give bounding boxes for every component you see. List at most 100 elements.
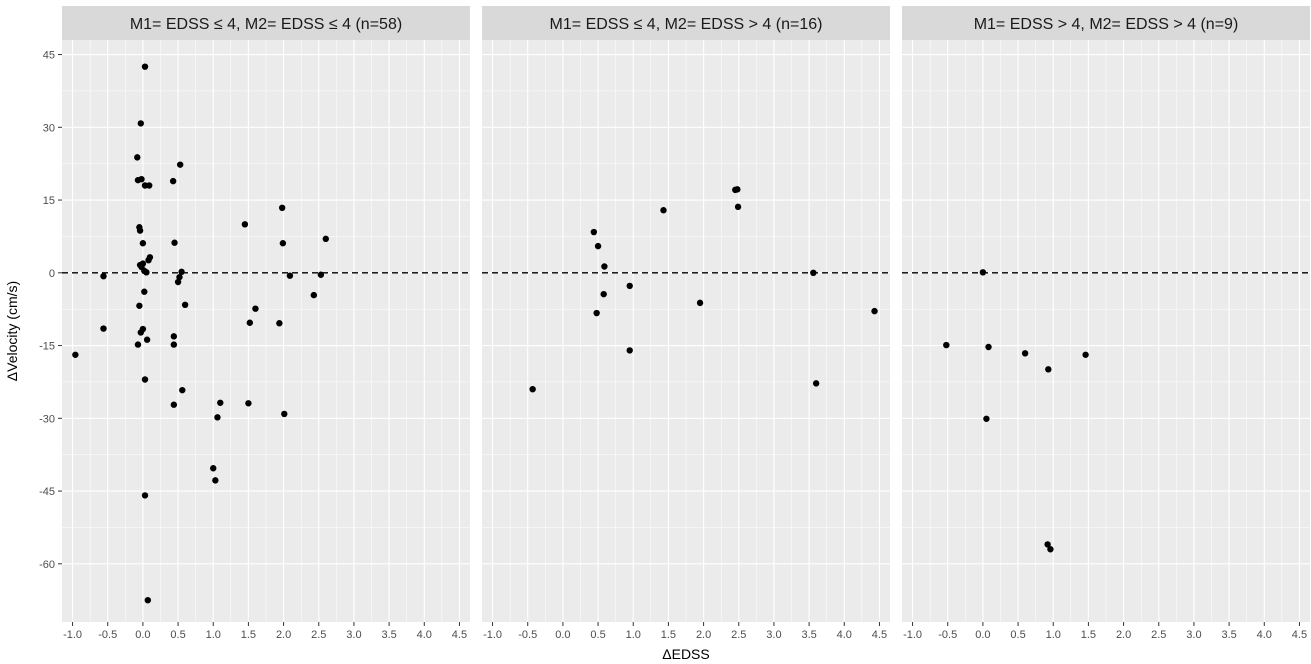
x-tick-label: 3.5 bbox=[381, 629, 396, 641]
x-tick-label: 3.0 bbox=[346, 629, 361, 641]
data-point bbox=[100, 325, 107, 332]
y-tick-label: 30 bbox=[43, 122, 55, 134]
facet-strip bbox=[902, 6, 1310, 40]
x-tick-label: 2.0 bbox=[276, 629, 291, 641]
data-point bbox=[1021, 350, 1029, 357]
y-tick-label: 45 bbox=[43, 50, 55, 62]
data-point bbox=[1044, 541, 1051, 548]
data-point bbox=[136, 227, 144, 234]
data-point bbox=[139, 240, 147, 247]
data-point bbox=[214, 414, 221, 421]
data-point bbox=[812, 380, 820, 387]
facet-panel-3: M1= EDSS > 4, M2= EDSS > 4 (n=9) -1.0 -0.5… bbox=[902, 6, 1310, 641]
x-tick-label: -0.5 bbox=[938, 629, 957, 641]
y-axis: 45 30 15 0 -15 -30 -45 -60 bbox=[39, 50, 62, 571]
data-point bbox=[210, 465, 217, 472]
facet-strip bbox=[62, 6, 470, 40]
data-point bbox=[279, 240, 287, 247]
x-tick-label: 3.0 bbox=[766, 629, 781, 641]
x-tick-label: 4.5 bbox=[452, 629, 467, 641]
data-point bbox=[246, 319, 254, 326]
data-point bbox=[1047, 546, 1054, 553]
data-point bbox=[144, 596, 152, 604]
facet-strip bbox=[482, 6, 890, 40]
x-tick-label: 4.0 bbox=[837, 629, 852, 641]
data-point bbox=[529, 386, 536, 393]
x-tick-label: 4.5 bbox=[872, 629, 887, 641]
data-point bbox=[278, 204, 286, 212]
data-point bbox=[170, 401, 178, 408]
x-tick-label: 1.0 bbox=[206, 629, 221, 641]
data-point bbox=[322, 235, 329, 243]
x-tick-label: -0.5 bbox=[98, 629, 117, 641]
data-point bbox=[171, 239, 178, 246]
data-point bbox=[241, 221, 249, 228]
data-point bbox=[983, 415, 990, 422]
y-tick-label: -15 bbox=[39, 341, 55, 353]
data-point bbox=[137, 329, 144, 336]
data-point bbox=[134, 341, 142, 348]
x-tick-label: 3.5 bbox=[1221, 629, 1236, 641]
data-point bbox=[317, 271, 325, 278]
data-point bbox=[176, 273, 183, 281]
data-point bbox=[134, 154, 141, 161]
data-point bbox=[310, 291, 318, 299]
data-point bbox=[1045, 366, 1052, 373]
data-point bbox=[252, 305, 259, 312]
x-tick-label: 1.0 bbox=[1046, 629, 1061, 641]
x-tick-label: 2.0 bbox=[696, 629, 711, 641]
x-tick-label: 3.5 bbox=[801, 629, 816, 641]
data-point bbox=[146, 182, 153, 189]
data-point bbox=[141, 376, 149, 383]
x-tick-label: 4.5 bbox=[1292, 629, 1307, 641]
x-tick-label: 0.0 bbox=[555, 629, 570, 641]
x-tick-label: 3.0 bbox=[1186, 629, 1201, 641]
panels-layer: M1= EDSS ≤ 4, M2= EDSS ≤ 4 (n=58) -1.0 -0.… bbox=[39, 6, 1310, 641]
data-point bbox=[696, 299, 704, 307]
y-tick-label: 0 bbox=[49, 268, 55, 280]
data-point bbox=[594, 242, 602, 250]
x-tick-label: -1.0 bbox=[903, 629, 922, 641]
x-tick-label: 4.0 bbox=[417, 629, 432, 641]
data-point bbox=[178, 268, 185, 276]
x-tick-label: 1.5 bbox=[1081, 629, 1096, 641]
data-point bbox=[734, 203, 742, 211]
x-tick-label: -0.5 bbox=[518, 629, 537, 641]
data-point bbox=[137, 120, 144, 127]
data-point bbox=[601, 263, 608, 270]
x-tick-label: 0.0 bbox=[135, 629, 150, 641]
x-axis-title: ΔEDSS bbox=[662, 646, 709, 662]
facet-panel-1: M1= EDSS ≤ 4, M2= EDSS ≤ 4 (n=58) -1.0 -0.… bbox=[62, 6, 470, 641]
data-point bbox=[985, 343, 992, 351]
data-point bbox=[590, 228, 598, 236]
facet-strip-label: M1= EDSS > 4, M2= EDSS > 4 (n=9) bbox=[974, 16, 1239, 33]
x-tick-label: 2.0 bbox=[1116, 629, 1131, 641]
data-point bbox=[136, 302, 143, 309]
data-point bbox=[810, 269, 817, 276]
x-tick-label: 1.0 bbox=[626, 629, 641, 641]
data-point bbox=[170, 341, 178, 348]
data-point bbox=[600, 290, 607, 298]
data-point bbox=[143, 269, 150, 276]
x-tick-label: 0.5 bbox=[170, 629, 185, 641]
data-point bbox=[217, 399, 224, 406]
data-point bbox=[141, 492, 149, 499]
data-point bbox=[626, 282, 633, 290]
y-tick-label: -45 bbox=[39, 486, 55, 498]
data-point bbox=[943, 341, 950, 349]
facet-strip-label: M1= EDSS ≤ 4, M2= EDSS ≤ 4 (n=58) bbox=[130, 16, 402, 33]
facet-strip-label: M1= EDSS ≤ 4, M2= EDSS > 4 (n=16) bbox=[550, 16, 823, 33]
data-point bbox=[176, 161, 184, 168]
data-point bbox=[276, 320, 283, 327]
x-tick-label: -1.0 bbox=[483, 629, 502, 641]
x-tick-label: 1.5 bbox=[241, 629, 256, 641]
x-tick-label: 1.5 bbox=[661, 629, 676, 641]
y-tick-label: 15 bbox=[43, 195, 55, 207]
data-point bbox=[979, 269, 987, 276]
data-point bbox=[871, 307, 878, 315]
data-point bbox=[245, 400, 252, 407]
data-point bbox=[141, 288, 148, 295]
x-tick-label: 0.0 bbox=[975, 629, 990, 641]
data-point bbox=[1082, 351, 1089, 358]
